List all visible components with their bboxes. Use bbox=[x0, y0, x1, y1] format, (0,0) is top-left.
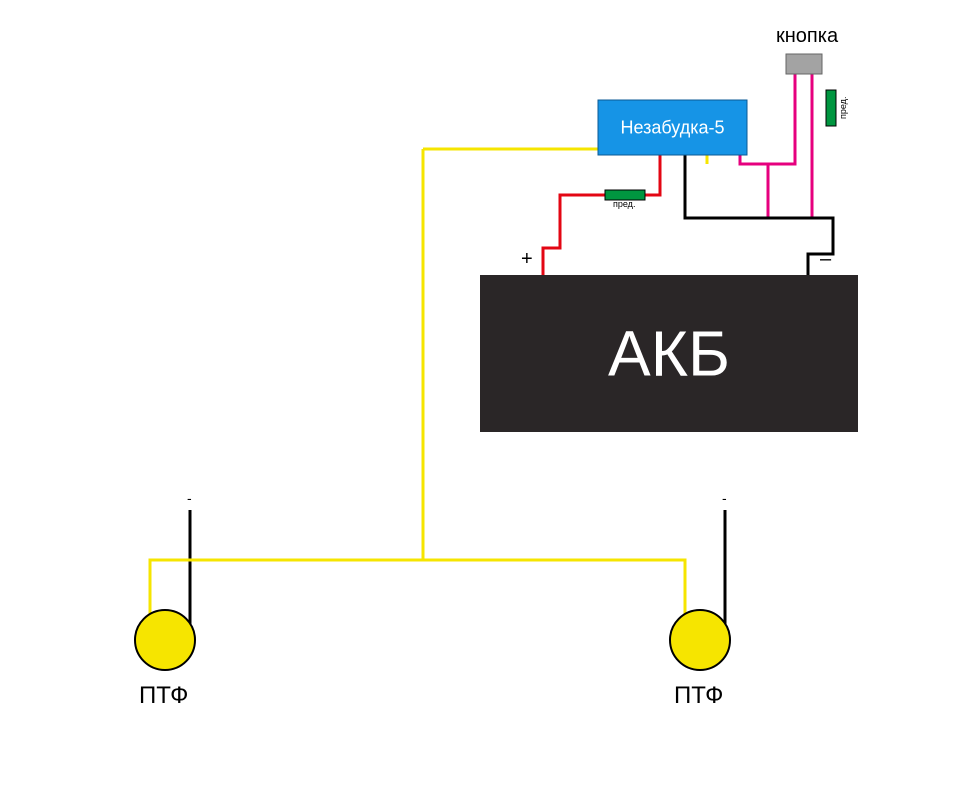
fog-left-label: ПТФ bbox=[139, 682, 188, 710]
fog-lamp-left bbox=[135, 610, 195, 670]
fog-right-label: ПТФ bbox=[674, 682, 723, 710]
fuse1-label: пред. bbox=[613, 199, 635, 209]
button-label: кнопка bbox=[776, 25, 838, 48]
battery-label: АКБ bbox=[608, 318, 730, 390]
module-label: Незабудка-5 bbox=[621, 118, 725, 138]
wire bbox=[768, 74, 812, 218]
minus-right-sign: - bbox=[722, 490, 727, 506]
fog-lamp-right bbox=[670, 610, 730, 670]
wire bbox=[543, 155, 660, 275]
minus-batt-sign: – bbox=[820, 248, 831, 271]
button-box bbox=[786, 54, 822, 74]
fuse-2 bbox=[826, 90, 836, 126]
wire bbox=[423, 560, 685, 640]
wire bbox=[740, 74, 795, 164]
plus-sign: + bbox=[521, 248, 533, 271]
minus-left-sign: - bbox=[187, 490, 192, 506]
fuse2-label: пред. bbox=[838, 97, 848, 119]
